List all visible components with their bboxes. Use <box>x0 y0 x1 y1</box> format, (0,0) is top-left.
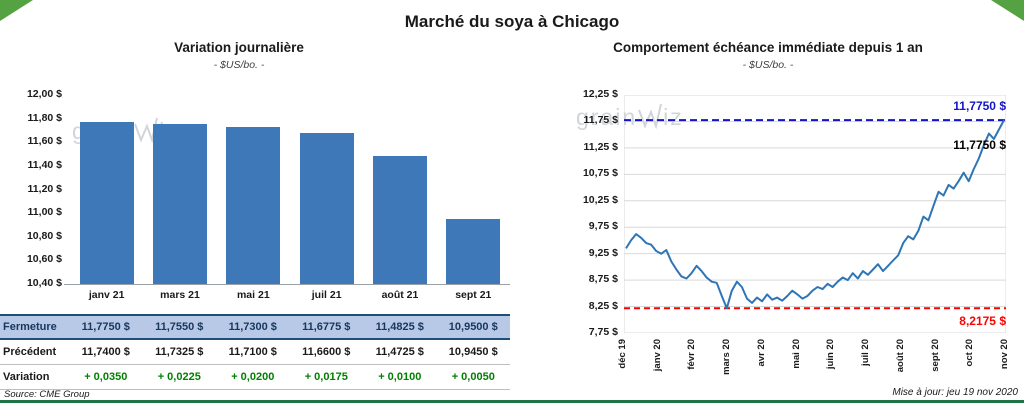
table-cell: 11,6775 $ <box>302 321 351 333</box>
price-table: Fermeture 11,7750 $ 11,7550 $ 11,7300 $ 11,6… <box>0 314 510 390</box>
x-tick-label: mars 21 <box>160 289 200 301</box>
x-tick-label: juin 20 <box>825 339 836 370</box>
table-cell: 11,7400 $ <box>81 346 130 358</box>
y-tick-label: 9,25 $ <box>588 246 618 259</box>
table-row-precedent: Précédent 11,7400 $ 11,7325 $ 11,7100 $ 11,6… <box>0 340 510 365</box>
y-tick-label: 10,40 $ <box>26 277 62 289</box>
x-tick-label: mai 21 <box>236 289 270 301</box>
y-tick-label: 7,75 $ <box>588 326 618 338</box>
x-tick-label: janv 20 <box>652 339 663 372</box>
bar-chart-x-axis: janv 21 mars 21 mai 21 juil 21 août 21 sept 2… <box>70 289 510 301</box>
updated-note: Mise à jour: jeu 19 nov 2020 <box>892 387 1018 398</box>
y-tick-label: 11,25 $ <box>583 140 618 153</box>
table-cell: 11,7100 $ <box>228 346 277 358</box>
y-tick-label: 10,75 $ <box>582 167 618 180</box>
bar <box>79 122 134 284</box>
bar-chart-baseline <box>64 284 510 285</box>
watermark-text-pre: grain <box>576 104 638 130</box>
y-tick-label: 11,00 $ <box>27 206 62 219</box>
annotation-52wk-low: 8,2175 $ <box>959 314 1006 329</box>
x-tick-label: août 21 <box>381 289 419 301</box>
table-cell: 11,7750 $ <box>81 321 130 333</box>
x-tick-label: avr 20 <box>756 339 767 367</box>
line-chart-subtitle: - $US/bo. - <box>742 59 794 71</box>
y-tick-label: 10,60 $ <box>26 253 62 266</box>
table-row-fermeture: Fermeture 11,7750 $ 11,7550 $ 11,7300 $ 11,6… <box>0 314 510 340</box>
bar <box>372 156 427 284</box>
x-tick-label: nov 20 <box>999 339 1010 370</box>
x-tick-label: janv 21 <box>88 289 125 301</box>
row-label: Fermeture <box>3 321 57 333</box>
line-chart-plot <box>624 95 1006 333</box>
table-row-variation: Variation + 0,0350 + 0,0225 + 0,0200 + 0,017… <box>0 365 510 390</box>
bar-chart-plot <box>70 95 510 284</box>
annotation-last-price: 11,7750 $ <box>953 138 1006 153</box>
x-tick-label: mars 20 <box>721 339 732 375</box>
line-chart-title: Comportement échéance immédiate depuis 1… <box>613 40 923 55</box>
grainwiz-watermark: grain iz <box>576 102 684 129</box>
source-note: Source: CME Group <box>4 389 90 400</box>
table-cell: + 0,0100 <box>378 371 422 383</box>
x-tick-label: févr 20 <box>686 339 697 370</box>
watermark-w-icon <box>638 103 663 129</box>
table-cell: 10,9450 $ <box>448 346 498 358</box>
row-label: Variation <box>3 371 50 383</box>
table-cell: + 0,0225 <box>157 371 201 383</box>
table-cell: 11,6600 $ <box>302 346 351 358</box>
one-year-trend-panel: Comportement échéance immédiate depuis 1… <box>512 36 1024 410</box>
price-series-line <box>625 119 1005 310</box>
watermark-text-post: iz <box>663 104 684 130</box>
table-cell: + 0,0200 <box>231 371 275 383</box>
y-tick-label: 11,60 $ <box>27 135 62 148</box>
x-tick-label: août 20 <box>895 339 906 373</box>
annotation-52wk-high: 11,7750 $ <box>953 99 1006 114</box>
table-cell: 11,4825 $ <box>375 321 424 333</box>
x-tick-label: déc 19 <box>617 339 628 369</box>
y-tick-label: 11,80 $ <box>27 111 62 124</box>
y-tick-label: 11,75 $ <box>583 114 618 127</box>
bar <box>299 133 354 284</box>
bottom-rule <box>0 400 1024 403</box>
bar <box>446 219 501 284</box>
bar <box>226 127 281 284</box>
table-cell: 11,7300 $ <box>228 321 277 333</box>
page-title: Marché du soya à Chicago <box>404 12 620 31</box>
y-tick-label: 9,75 $ <box>588 220 618 233</box>
y-tick-label: 12,25 $ <box>582 88 618 100</box>
y-tick-label: 11,40 $ <box>27 158 62 171</box>
daily-variation-panel: Variation journalière - $US/bo. - grain … <box>0 36 512 410</box>
table-cell: 11,4725 $ <box>375 346 424 358</box>
corner-accent-right-icon <box>991 0 1024 21</box>
x-tick-label: sept 21 <box>455 289 492 301</box>
table-cell: 11,7325 $ <box>155 346 204 358</box>
x-tick-label: oct 20 <box>964 339 975 367</box>
bar <box>152 124 207 284</box>
y-tick-label: 8,25 $ <box>588 299 618 312</box>
table-cell: 10,9500 $ <box>448 321 498 333</box>
y-tick-label: 11,20 $ <box>27 182 62 195</box>
x-tick-label: sept 20 <box>930 339 941 372</box>
corner-accent-left-icon <box>0 0 33 21</box>
x-tick-label: juil 21 <box>311 289 342 301</box>
x-tick-label: mai 20 <box>791 339 802 369</box>
y-tick-label: 10,80 $ <box>26 229 62 242</box>
row-label: Précédent <box>3 346 57 358</box>
bar-chart-title: Variation journalière <box>174 40 304 55</box>
y-tick-label: 8,75 $ <box>588 273 618 286</box>
table-cell: + 0,0175 <box>304 371 348 383</box>
table-cell: + 0,0350 <box>84 371 128 383</box>
table-cell: + 0,0050 <box>451 371 495 383</box>
y-tick-label: 10,25 $ <box>582 193 618 206</box>
table-cell: 11,7550 $ <box>155 321 204 333</box>
y-tick-label: 12,00 $ <box>26 88 62 100</box>
x-tick-label: juil 20 <box>860 339 871 366</box>
bar-chart-subtitle: - $US/bo. - <box>213 59 265 71</box>
